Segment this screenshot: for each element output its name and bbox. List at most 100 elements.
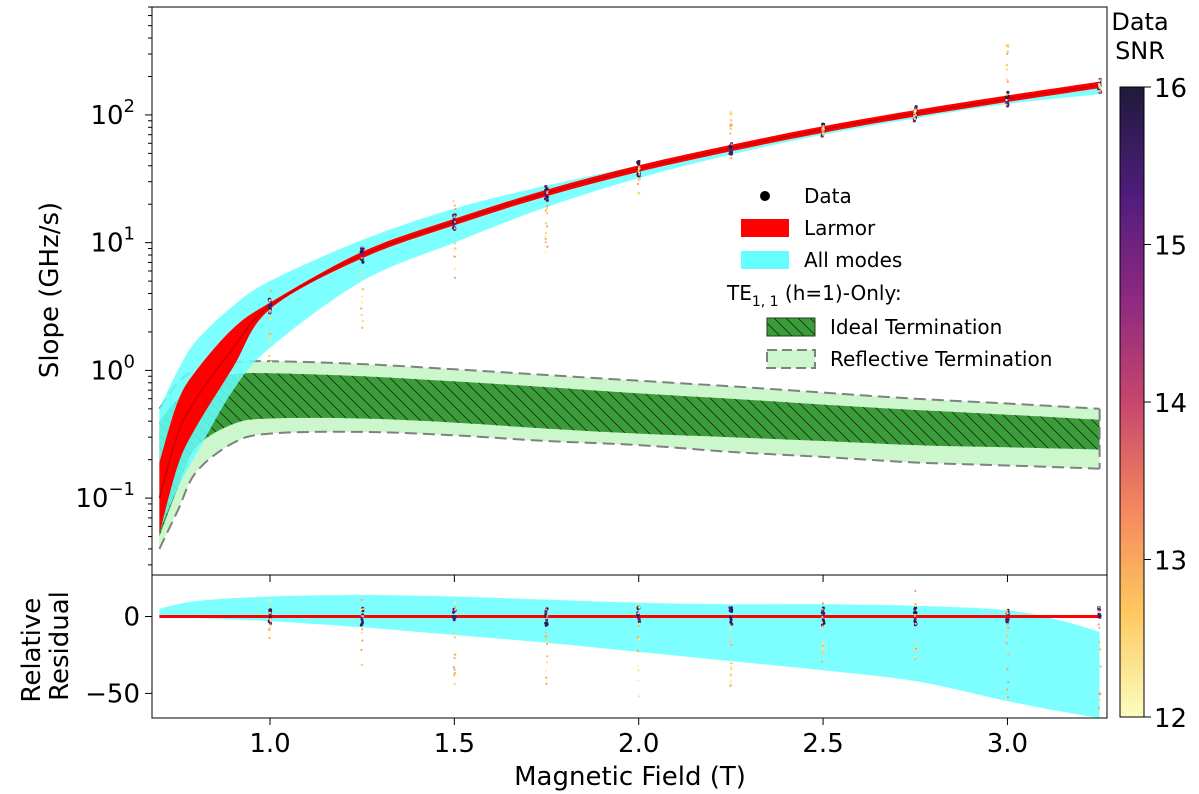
x-tick-label: 1.0 bbox=[249, 729, 290, 759]
legend-reflective-label: Reflective Termination bbox=[830, 347, 1052, 371]
residual-data-point bbox=[1098, 690, 1101, 694]
residual-data-point bbox=[1098, 613, 1102, 616]
residual-data-point bbox=[546, 614, 549, 618]
residual-data-point bbox=[821, 660, 824, 663]
data-point bbox=[729, 152, 734, 156]
residual-data-point bbox=[453, 657, 456, 660]
residual-data-point bbox=[914, 657, 917, 660]
data-point bbox=[545, 187, 549, 191]
reflective-lower-edge bbox=[158, 430, 1100, 550]
residual-data-point bbox=[914, 606, 917, 609]
residual-data-point bbox=[544, 623, 548, 627]
residual-data-point bbox=[913, 615, 917, 618]
residual-data-point bbox=[453, 674, 456, 677]
residual-data-point bbox=[729, 675, 732, 678]
data-point bbox=[1098, 79, 1101, 82]
residual-y-tick-label: −50 bbox=[85, 679, 140, 709]
x-tick-label: 2.5 bbox=[802, 729, 843, 759]
residual-plot-frame bbox=[151, 574, 1108, 719]
data-point bbox=[1006, 80, 1009, 83]
main-y-axis-label: Slope (GHz/s) bbox=[35, 202, 65, 378]
residual-data-point bbox=[545, 682, 548, 685]
data-point bbox=[914, 109, 917, 112]
data-point bbox=[269, 309, 272, 312]
data-point bbox=[1099, 85, 1102, 88]
data-point bbox=[1099, 89, 1102, 92]
residual-data-point bbox=[544, 635, 547, 638]
residual-data-point bbox=[1098, 698, 1101, 702]
legend-reflective-swatch bbox=[766, 349, 816, 369]
residual-data-point bbox=[454, 608, 457, 612]
data-point bbox=[729, 125, 732, 128]
residual-data-point bbox=[636, 604, 640, 607]
data-point bbox=[1006, 52, 1009, 56]
residual-plot-panel: 0 −50 Relative Residual bbox=[17, 574, 1108, 719]
data-point bbox=[544, 235, 547, 238]
data-point bbox=[545, 197, 549, 201]
data-point bbox=[637, 178, 640, 181]
y-tick-base: 10 bbox=[75, 484, 108, 514]
y-tick-label: 10−1 bbox=[75, 479, 135, 514]
residual-data-point bbox=[545, 679, 548, 683]
residual-y-axis-label: Relative Residual bbox=[17, 589, 75, 702]
data-point bbox=[637, 169, 640, 172]
data-point bbox=[638, 171, 641, 174]
residual-data-point bbox=[1099, 665, 1102, 668]
residual-data-point bbox=[821, 616, 824, 619]
residual-data-point bbox=[453, 671, 457, 674]
y-tick-label: 102 bbox=[90, 96, 135, 131]
residual-data-point bbox=[821, 625, 825, 628]
residual-data-point bbox=[360, 618, 364, 622]
residual-data-point bbox=[822, 652, 825, 655]
y-tick-exponent: 1 bbox=[124, 224, 135, 245]
data-point bbox=[269, 335, 272, 338]
ideal-termination-hatch bbox=[159, 372, 1100, 537]
data-point bbox=[453, 227, 456, 230]
legend-te-heading-sub: 1, 1 bbox=[752, 294, 779, 310]
residual-data-point bbox=[452, 631, 456, 634]
data-point bbox=[454, 247, 457, 250]
residual-data-point bbox=[1007, 626, 1010, 629]
data-point bbox=[451, 223, 455, 227]
data-point bbox=[544, 241, 547, 244]
data-point bbox=[361, 279, 364, 282]
data-point bbox=[361, 287, 364, 290]
residual-data-point bbox=[454, 653, 457, 656]
y-tick-exponent: 0 bbox=[124, 351, 135, 372]
residual-data-point bbox=[822, 642, 825, 645]
residual-data-point bbox=[1006, 688, 1009, 691]
data-point bbox=[545, 250, 548, 253]
residual-data-point bbox=[730, 667, 733, 671]
data-point bbox=[361, 260, 365, 264]
residual-data-point bbox=[453, 668, 456, 671]
legend-te-heading-main: TE bbox=[726, 281, 752, 305]
residual-data-point bbox=[269, 608, 272, 612]
colorbar-tick-label: 16 bbox=[1154, 74, 1187, 104]
residual-data-point bbox=[452, 610, 455, 614]
data-point bbox=[452, 217, 456, 221]
data-point bbox=[729, 127, 732, 131]
data-point bbox=[822, 130, 825, 133]
residual-data-point bbox=[360, 648, 363, 652]
residual-data-point bbox=[1005, 642, 1008, 645]
residual-data-point bbox=[1006, 623, 1009, 626]
y-tick-base: 10 bbox=[90, 356, 123, 386]
colorbar-title-line2: SNR bbox=[1115, 37, 1165, 65]
residual-data-point bbox=[638, 619, 642, 623]
residual-data-point bbox=[729, 635, 732, 638]
residual-data-point bbox=[729, 620, 733, 624]
residual-data-point bbox=[637, 612, 640, 615]
data-point bbox=[636, 182, 640, 186]
residual-data-point bbox=[638, 638, 641, 641]
residual-data-point bbox=[730, 643, 733, 646]
data-point bbox=[360, 301, 363, 304]
residual-data-point bbox=[1099, 648, 1102, 651]
residual-data-point bbox=[822, 644, 825, 647]
data-point bbox=[636, 161, 641, 165]
residual-data-point bbox=[1006, 668, 1009, 671]
data-point bbox=[268, 311, 271, 314]
data-point bbox=[360, 257, 363, 260]
legend-data-marker bbox=[760, 191, 770, 201]
data-point bbox=[544, 237, 547, 240]
